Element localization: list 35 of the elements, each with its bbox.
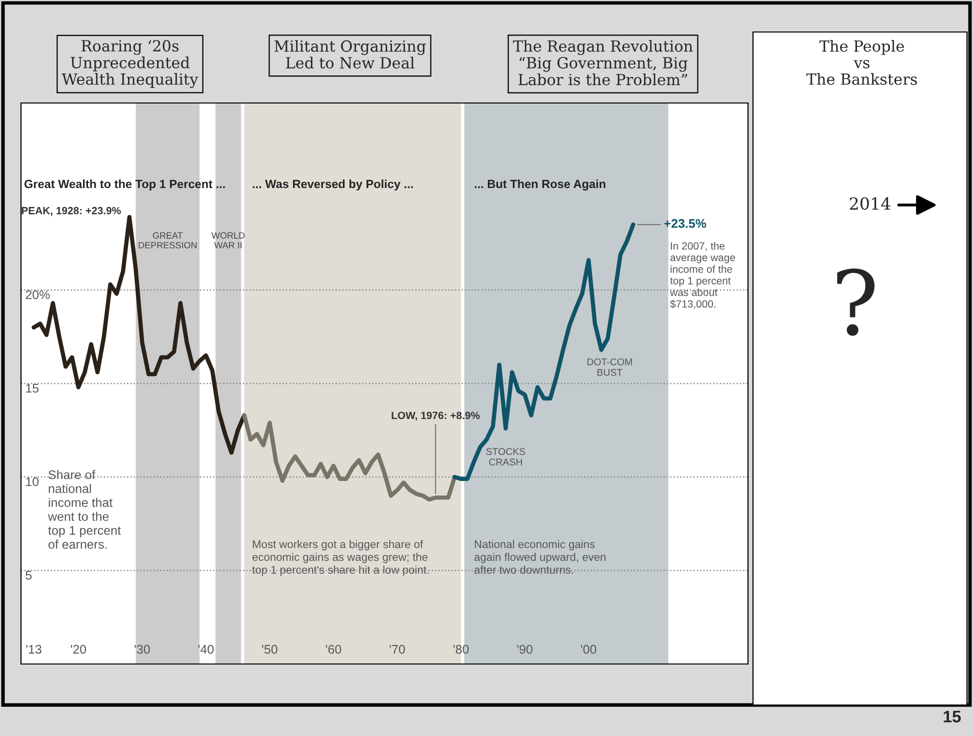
text: Roaring ‘20s Unprecedented Wealth Inequality	[62, 40, 198, 88]
x-tick-label: '00	[581, 644, 596, 654]
annotation: LOW, 1976: +8.9%	[392, 412, 480, 421]
y-tick-label: 10	[26, 477, 39, 486]
x-tick-label: '13	[26, 644, 42, 654]
x-tick-label: '70	[390, 644, 405, 654]
annotation: Great Wealth to the Top 1 Percent ...	[24, 179, 225, 191]
annotation: +23.5%	[664, 219, 706, 228]
text: 2014	[850, 197, 890, 210]
x-tick-label: '90	[517, 644, 532, 654]
annotation: STOCKS CRASH	[486, 448, 526, 466]
x-tick-label: '60	[326, 644, 342, 654]
text: The Reagan Revolution “Big Government, Big Labor is the Problem”	[512, 40, 693, 86]
x-tick-label: '40	[198, 644, 214, 654]
y-tick-label: 5	[26, 570, 32, 580]
text: Militant Organizing Led to New Deal	[274, 40, 426, 69]
annotation: In 2007, the average wage income of the top 1 percent was about $713,000.	[670, 242, 735, 309]
annotation: DOT-COM BUST	[588, 358, 632, 376]
annotation: ... Was Reversed by Policy ...	[252, 179, 413, 191]
y-axis-title: Share of national income that went to the top 1 percent of earners.	[48, 470, 121, 549]
text: The People vs The Banksters	[806, 40, 917, 85]
band-label: WORLD WAR II	[211, 232, 245, 248]
annotation: Most workers got a bigger share of economic gains as wages grew; the top 1 percent's share hit a low point.	[252, 540, 429, 576]
text: ?	[837, 268, 875, 336]
x-tick-label: '30	[134, 644, 150, 654]
y-tick-label: 15	[26, 384, 39, 393]
band-label: GREAT DEPRESSION	[138, 232, 197, 248]
annotation: National economic gains again flowed upward, even after two downturns.	[474, 540, 606, 574]
x-tick-label: '50	[262, 644, 278, 654]
text: 15	[944, 710, 961, 722]
y-tick-label: 20%	[26, 290, 50, 300]
annotation: ... But Then Rose Again	[474, 179, 606, 191]
x-tick-label: '80	[454, 644, 469, 654]
annotation: PEAK, 1928: +23.9%	[22, 206, 121, 216]
x-tick-label: '20	[70, 644, 86, 654]
